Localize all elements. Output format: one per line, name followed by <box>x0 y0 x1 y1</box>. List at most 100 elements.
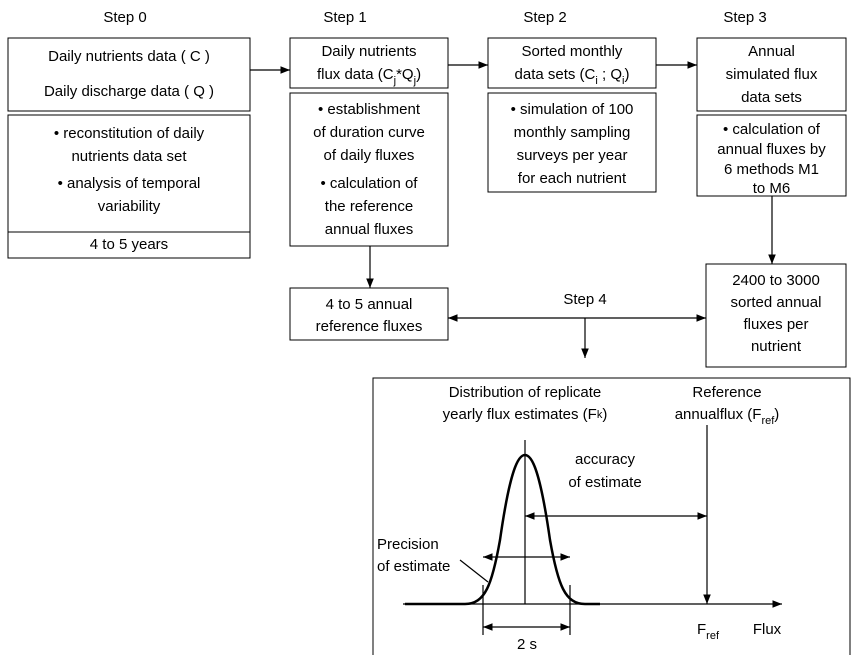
text: accuracy <box>575 451 636 468</box>
text: of duration curve <box>313 124 425 141</box>
text-line: Fref​ <box>697 621 720 642</box>
text-line: variability <box>98 198 161 215</box>
text-line: for each nutrient <box>518 170 627 187</box>
text-line: Reference <box>692 384 761 401</box>
text-line: 2400 to 3000 <box>732 272 820 289</box>
text: surveys per year <box>517 147 628 164</box>
text-line: annual fluxes by <box>717 141 826 158</box>
text-line: sorted annual <box>731 294 822 311</box>
text: of daily fluxes <box>324 147 415 164</box>
step-label: Step 1 <box>323 9 366 26</box>
text-line: annualflux (Fref​) <box>675 406 780 427</box>
text: • simulation of 100 <box>511 101 634 118</box>
text: • calculation of <box>321 175 419 192</box>
text: for each nutrient <box>518 170 627 187</box>
box <box>696 114 847 197</box>
text-line: simulated flux <box>726 66 818 83</box>
text: fluxes per <box>743 316 808 333</box>
text-line: fluxes per <box>743 316 808 333</box>
box <box>7 231 251 259</box>
text-line: of estimate <box>568 474 641 491</box>
text: Step 4 <box>563 291 606 308</box>
subscript: j <box>413 75 416 87</box>
text: *Q <box>396 66 414 83</box>
text-line: 4 to 5 annual <box>326 296 413 313</box>
text: Precision <box>377 536 439 553</box>
text: data sets <box>741 89 802 106</box>
text: flux data (C <box>317 66 394 83</box>
connectors <box>250 61 776 358</box>
text: reference fluxes <box>316 318 423 335</box>
subscript: ref <box>706 630 720 642</box>
subscript: ref <box>761 415 775 427</box>
text: ; Q <box>598 66 622 83</box>
text-line: • reconstitution of daily <box>54 125 205 142</box>
text: 4 to 5 annual <box>326 296 413 313</box>
box <box>289 92 449 247</box>
text-line: to M6 <box>753 180 791 197</box>
text-line: Flux <box>753 621 782 638</box>
text-line: Annual <box>748 43 795 60</box>
box <box>289 37 449 89</box>
text: annualflux (F <box>675 406 762 423</box>
text: to M6 <box>753 180 791 197</box>
text-line: Daily nutrients <box>321 43 416 60</box>
text: annual fluxes by <box>717 141 826 158</box>
text-line: • calculation of <box>321 175 419 192</box>
box <box>289 287 449 341</box>
text-line: Precision <box>377 536 439 553</box>
text: 2 s <box>517 636 537 653</box>
text-line: • calculation of <box>723 121 821 138</box>
text-line: flux data (Cj​*Qj​) <box>317 66 421 87</box>
text: Reference <box>692 384 761 401</box>
text-line: yearly flux estimates (Fk​) <box>443 406 608 423</box>
text: annual fluxes <box>325 221 413 238</box>
text-line: reference fluxes <box>316 318 423 335</box>
text-line: • simulation of 100 <box>511 101 634 118</box>
text-line: accuracy <box>575 451 636 468</box>
text-line: Distribution of replicate <box>449 384 602 401</box>
text-line: nutrients data set <box>71 148 187 165</box>
text: Flux <box>753 621 782 638</box>
text: of estimate <box>377 558 450 575</box>
text-line: of duration curve <box>313 124 425 141</box>
text-line: nutrient <box>751 338 802 355</box>
superscript: k <box>597 409 603 421</box>
text: variability <box>98 198 161 215</box>
text: Sorted monthly <box>522 43 623 60</box>
text: yearly flux estimates (F <box>443 406 597 423</box>
text-line: of estimate <box>377 558 450 575</box>
text-line: 6 methods M1 <box>724 161 819 178</box>
text: nutrient <box>751 338 802 355</box>
text-line: 2 s <box>517 636 537 653</box>
text-line: Daily nutrients data ( C ) <box>48 48 210 65</box>
subscript: j <box>393 75 396 87</box>
box <box>7 114 251 233</box>
step-label: Step 0 <box>103 9 146 26</box>
text: • calculation of <box>723 121 821 138</box>
step-label: Step 3 <box>723 9 766 26</box>
box <box>487 37 657 89</box>
text-line: data sets (Ci​ ; Qi​) <box>515 66 630 87</box>
text-line: surveys per year <box>517 147 628 164</box>
text: monthly sampling <box>514 124 631 141</box>
box <box>696 37 847 112</box>
text: Daily discharge data ( Q ) <box>44 83 214 100</box>
text-line: annual fluxes <box>325 221 413 238</box>
text: sorted annual <box>731 294 822 311</box>
text: Daily nutrients <box>321 43 416 60</box>
text-line: 4 to 5 years <box>90 236 168 253</box>
text: 4 to 5 years <box>90 236 168 253</box>
text: simulated flux <box>726 66 818 83</box>
text: of estimate <box>568 474 641 491</box>
subscript: i <box>622 75 624 87</box>
step-label: Step 2 <box>523 9 566 26</box>
flux-panel <box>372 377 851 655</box>
text: Daily nutrients data ( C ) <box>48 48 210 65</box>
text: 2400 to 3000 <box>732 272 820 289</box>
text: nutrients data set <box>71 148 187 165</box>
text: ) <box>602 406 607 423</box>
box <box>705 263 847 368</box>
text: ) <box>774 406 779 423</box>
